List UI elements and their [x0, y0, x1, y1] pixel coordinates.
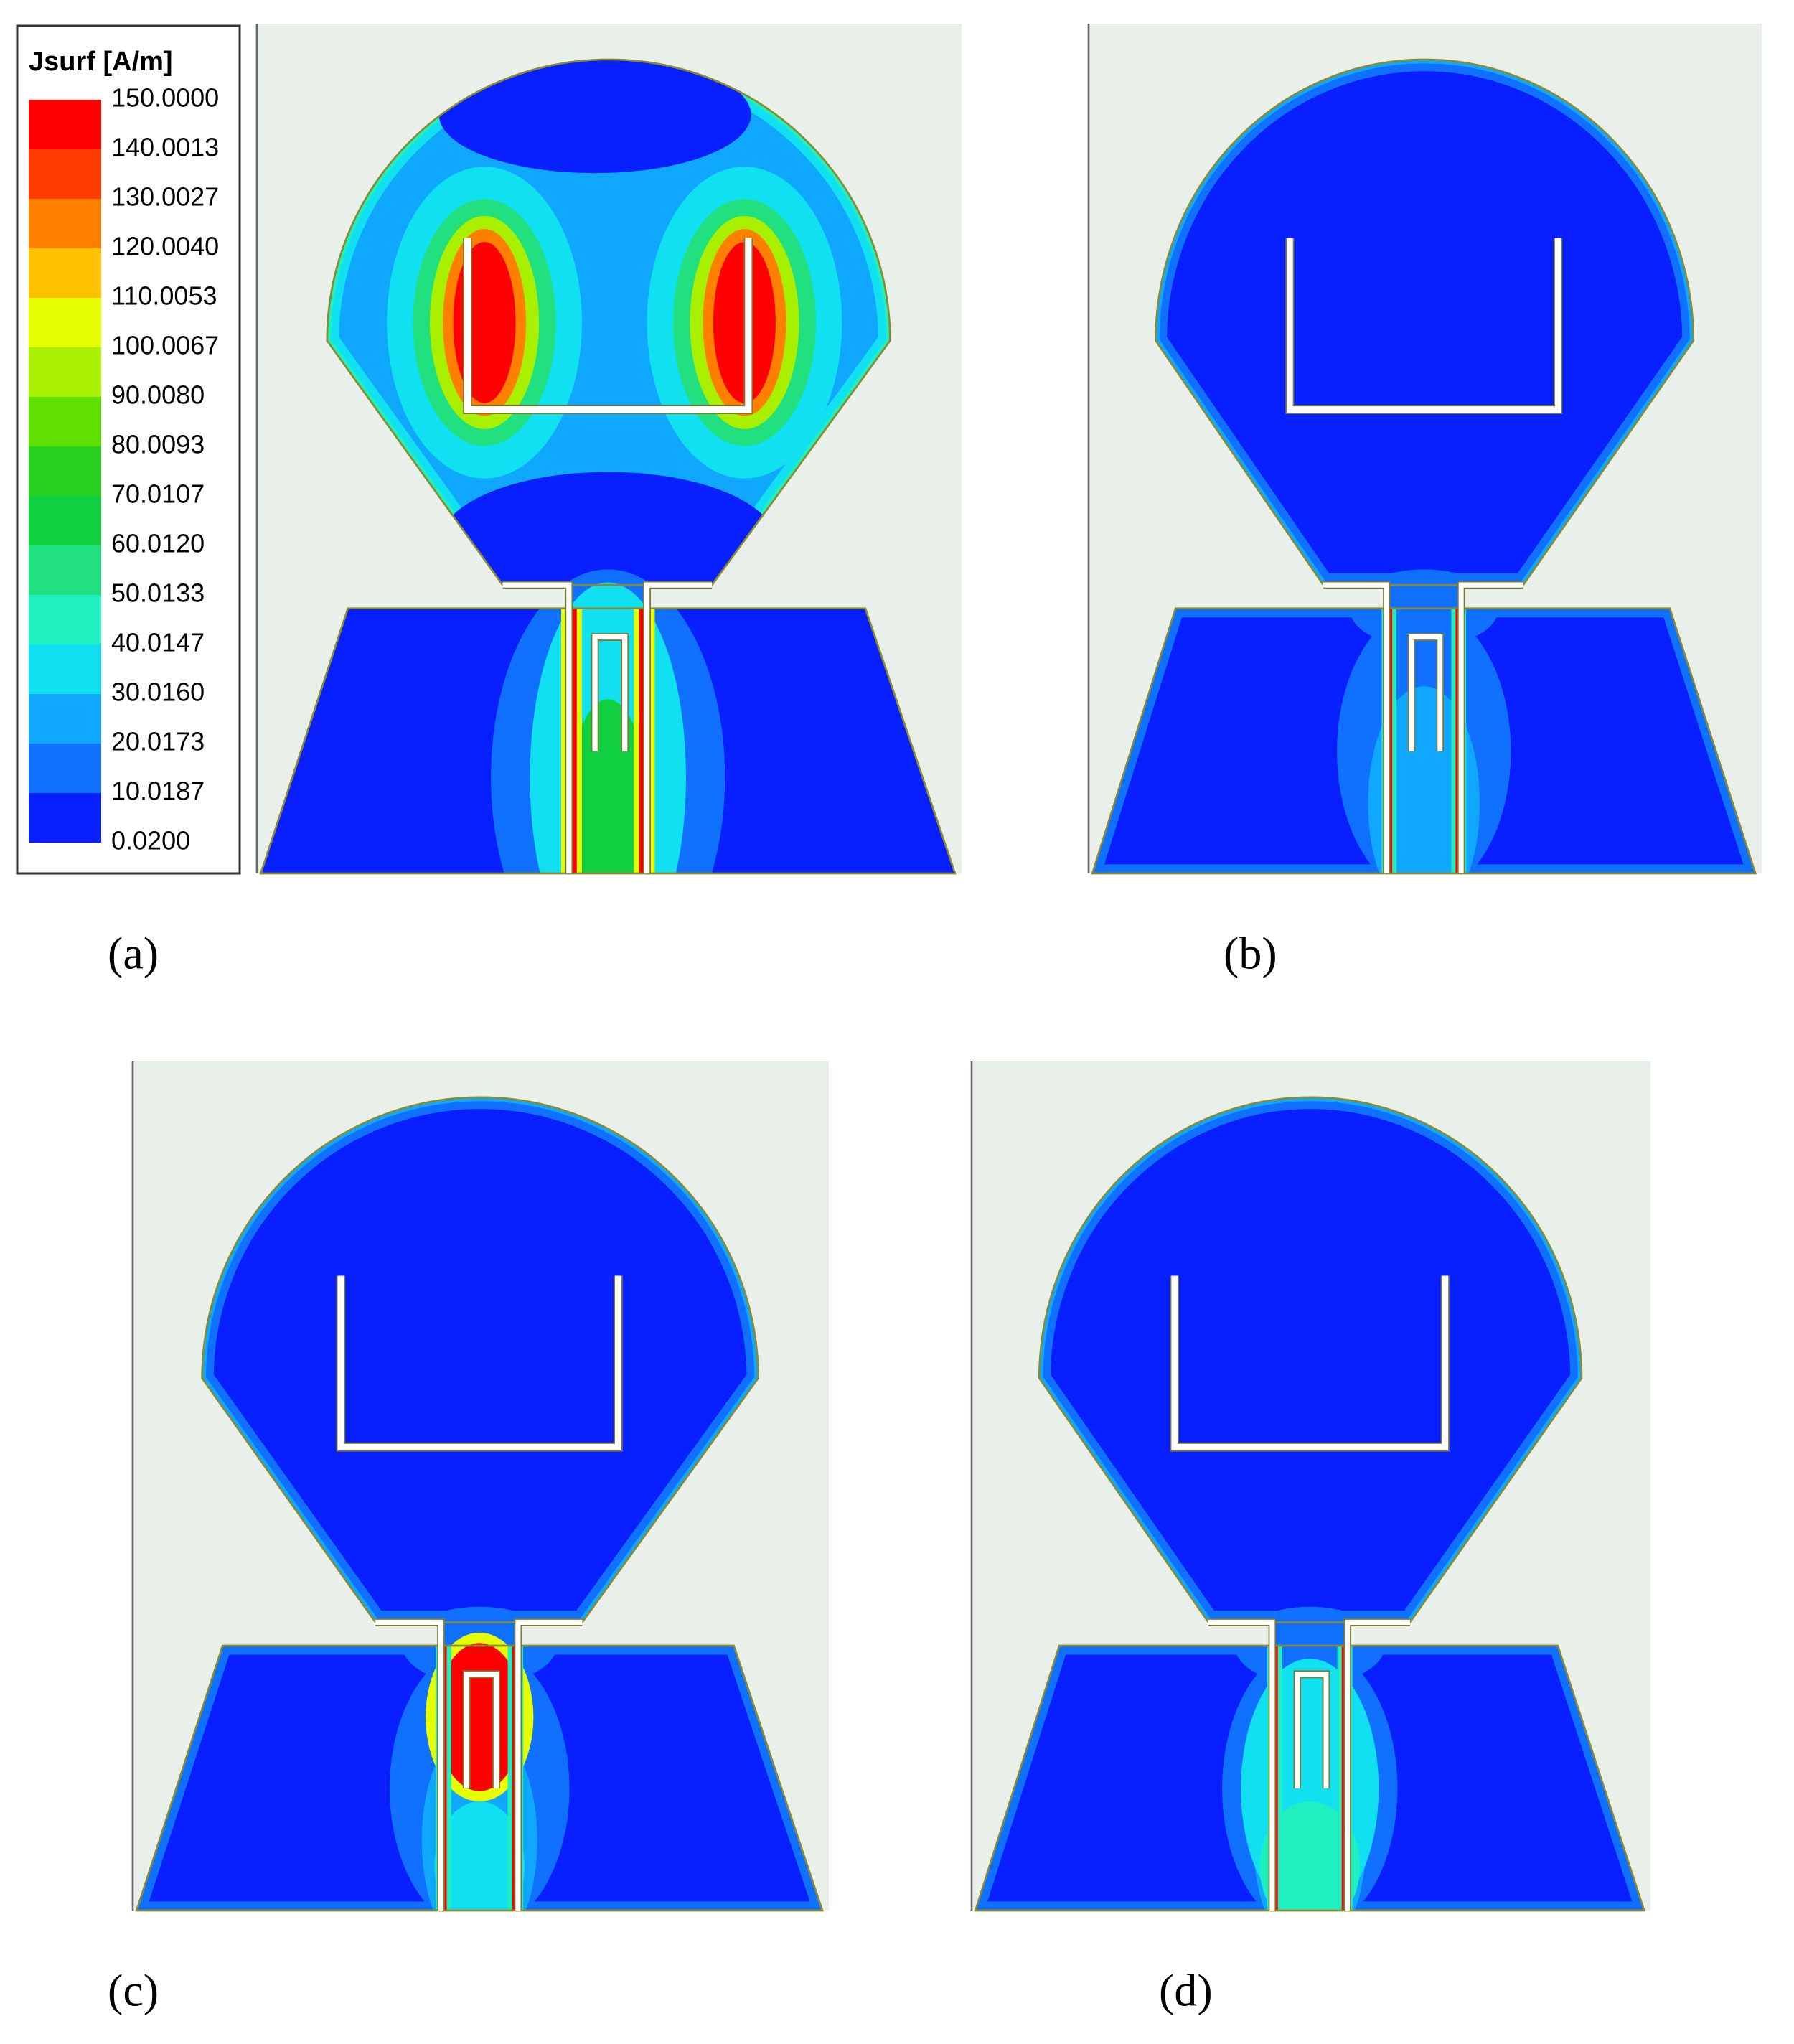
panel-label: (a)	[108, 928, 159, 979]
patch-outline	[326, 58, 891, 586]
slot	[464, 238, 752, 413]
legend-swatch	[29, 248, 101, 298]
field-blob	[453, 242, 516, 403]
panel-label: (d)	[1159, 1965, 1213, 2016]
legend-label: 140.0013	[111, 133, 219, 162]
field-blob	[1259, 1801, 1361, 1911]
patch-outline	[1038, 1096, 1583, 1623]
legend-label: 100.0067	[111, 331, 219, 360]
patch-outline	[1155, 58, 1695, 586]
current-plot	[255, 24, 962, 875]
legend-swatch	[29, 149, 101, 199]
current-plot	[131, 1061, 829, 1912]
legend-label: 50.0133	[111, 578, 205, 608]
field-blob	[436, 1643, 524, 1791]
legend-swatch	[29, 793, 101, 843]
legend-swatch	[29, 545, 101, 595]
field-blob	[438, 59, 751, 174]
legend-swatch	[29, 595, 101, 644]
patch-outline	[201, 1096, 759, 1623]
legend-label: 40.0147	[111, 628, 205, 657]
field-blob	[434, 1801, 525, 1911]
legend-swatch	[29, 397, 101, 446]
legend-swatch	[29, 100, 101, 149]
current-plot	[970, 1061, 1650, 1912]
legend-label: 110.0053	[111, 281, 217, 311]
legend-label: 120.0040	[111, 232, 219, 261]
legend-swatch	[29, 298, 101, 347]
legend: Jsurf [A/m] 150.0000 140.0013 130.0027 120.…	[16, 24, 241, 875]
legend-swatch	[29, 199, 101, 248]
legend-label: 70.0107	[111, 479, 205, 509]
legend-label: 150.0000	[111, 83, 219, 113]
legend-swatch	[29, 496, 101, 545]
legend-swatch	[29, 347, 101, 397]
legend-label: 80.0093	[111, 430, 205, 459]
legend-label: 60.0120	[111, 529, 205, 558]
ground-outline	[1091, 607, 1757, 875]
slot	[1208, 1619, 1410, 1911]
legend-label: 0.0200	[111, 826, 190, 855]
legend-label: 90.0080	[111, 380, 205, 410]
slot	[337, 1275, 621, 1450]
legend-label: 20.0173	[111, 727, 205, 756]
slot	[502, 582, 713, 873]
legend-swatch	[29, 744, 101, 793]
slot	[464, 1672, 499, 1788]
legend-swatch	[29, 446, 101, 496]
legend-label: 30.0160	[111, 678, 205, 707]
ground-outline	[135, 1644, 824, 1912]
panel-label: (b)	[1224, 928, 1277, 979]
slot	[1171, 1275, 1449, 1450]
legend-label: 10.0187	[111, 777, 205, 806]
slot	[1323, 582, 1523, 873]
field-blob	[438, 472, 777, 615]
current-plot	[1087, 24, 1762, 875]
legend-title: Jsurf [A/m]	[29, 47, 173, 77]
legend-swatch	[29, 644, 101, 694]
slot	[592, 634, 628, 751]
ground-outline	[974, 1644, 1646, 1912]
slot	[1409, 634, 1443, 751]
slot	[375, 1619, 583, 1911]
legend-label: 130.0027	[111, 182, 219, 212]
slot	[1287, 238, 1561, 413]
panel-label: (c)	[108, 1965, 159, 2016]
ground-outline	[259, 607, 957, 875]
slot	[1295, 1672, 1329, 1788]
legend-swatch	[29, 694, 101, 744]
